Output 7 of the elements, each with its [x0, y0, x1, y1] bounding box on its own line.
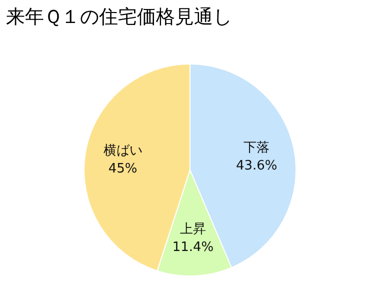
data-label: 45%	[108, 161, 138, 176]
slice-label: 横ばい	[103, 143, 142, 158]
data-label: 11.4%	[172, 240, 214, 255]
slice-label: 上昇	[180, 222, 206, 237]
slice-label: 下落	[244, 140, 270, 156]
data-label: 43.6%	[236, 158, 278, 174]
chart-title: 来年Ｑ１の住宅価格見通し	[6, 6, 232, 28]
